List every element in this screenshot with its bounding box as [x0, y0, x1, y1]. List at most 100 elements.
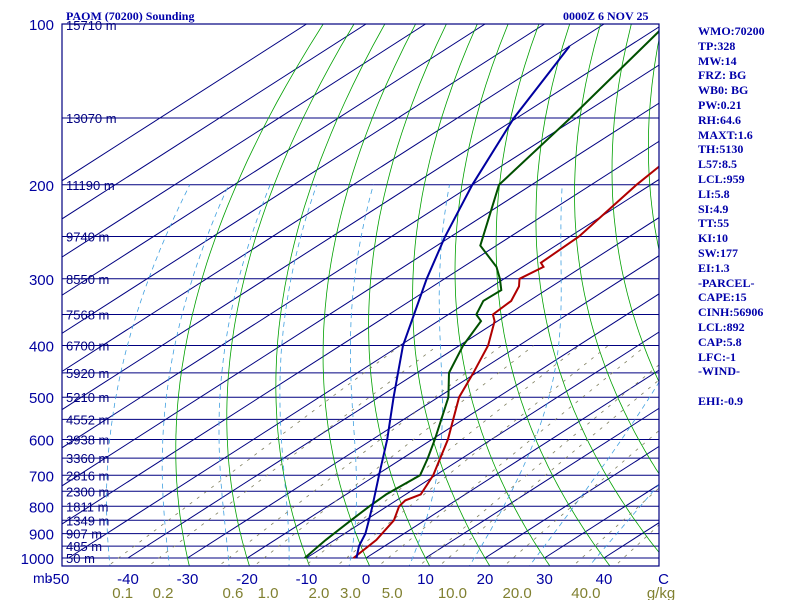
isotherm-line — [62, 24, 307, 182]
isotherm-line — [62, 140, 659, 525]
height-label: 3360 m — [66, 451, 109, 466]
stat-item: EI:1.3 — [698, 260, 730, 275]
stat-item: L57:8.5 — [698, 157, 737, 172]
height-label: 3938 m — [66, 433, 109, 448]
mixing-ratio-tick-label: 3.0 — [340, 585, 361, 600]
dry-adiabat-line — [611, 24, 659, 383]
height-label: 1811 m — [66, 499, 108, 514]
dry-adiabat-line — [322, 24, 416, 566]
pressure-tick-label: 900 — [29, 527, 54, 544]
stat-item: KI:10 — [698, 231, 728, 246]
isotherm-line — [484, 445, 659, 559]
stat-item: -WIND- — [698, 364, 740, 379]
isotherm-line — [62, 24, 486, 296]
moist-adiabat-line — [468, 184, 563, 566]
mixing-ratio-tick-label: 0.6 — [222, 585, 243, 600]
temperature-tick-label: 40 — [596, 571, 613, 588]
mixing-ratio-line — [503, 430, 659, 566]
dewpoint-profile-line — [304, 29, 659, 559]
height-label: 907 m — [66, 527, 102, 542]
height-label: 5210 m — [66, 390, 109, 405]
moist-adiabat-line — [348, 184, 374, 566]
height-label: 13070 m — [66, 111, 117, 126]
temperature-tick-label: -20 — [236, 571, 258, 588]
sounding-date: 0000Z 6 NOV 25 — [563, 9, 649, 23]
pressure-unit-label: mb — [33, 570, 53, 586]
height-label: 9740 m — [66, 229, 109, 244]
chart-title: PAOM (70200) Sounding — [66, 9, 195, 23]
stat-item — [698, 379, 765, 394]
height-label: 1349 m — [66, 513, 109, 528]
pressure-tick-label: 700 — [29, 468, 54, 485]
temperature-tick-label: 20 — [477, 571, 494, 588]
background-lines — [62, 24, 800, 569]
mixing-ratio-line — [418, 364, 659, 566]
height-label: 50 m — [66, 551, 95, 566]
height-label: 5920 m — [66, 366, 109, 381]
isotherm-line — [62, 64, 659, 449]
isotherm-line — [68, 178, 659, 559]
mixing-ratio-line — [336, 345, 609, 566]
isotherm-line — [246, 293, 659, 559]
mixing-ratio-tick-label: 40.0 — [571, 585, 600, 600]
temperature-profile-line — [352, 165, 659, 559]
height-label: 2816 m — [66, 468, 109, 483]
mixing-ratio-line — [218, 345, 502, 566]
temperature-tick-label: 30 — [536, 571, 553, 588]
stat-item: RH:64.6 — [698, 112, 741, 127]
isotherm-line — [187, 255, 659, 559]
plot-frame — [61, 23, 660, 567]
stat-item: LI:5.8 — [698, 186, 730, 201]
moist-adiabat-line — [218, 184, 271, 566]
temperature-tick-label: 0 — [362, 571, 370, 588]
stat-item: TT:55 — [698, 216, 730, 231]
moist-adiabat-line — [408, 184, 450, 566]
stats-panel: WMO:70200 TP:328 MW:14 FRZ: BG WB0: BG PW:0.2… — [698, 24, 765, 409]
pressure-tick-label: 500 — [29, 390, 54, 407]
isotherm-line — [62, 24, 426, 258]
mixing-ratio-tick-label: 20.0 — [502, 585, 531, 600]
mixing-ratio-tick-label: 2.0 — [309, 585, 330, 600]
stat-item: CINH:56906 — [698, 305, 764, 320]
temperature-tick-label: -40 — [117, 571, 139, 588]
isotherm-line — [62, 26, 659, 411]
mixing-ratio-tick-label: 10.0 — [438, 585, 467, 600]
pressure-tick-label: 200 — [29, 178, 54, 195]
isotherm-line — [425, 407, 659, 559]
mixing-ratio-tick-label: 5.0 — [382, 585, 403, 600]
stat-item: LCL:959 — [698, 171, 745, 186]
mixing-ratio-line — [147, 345, 438, 566]
height-label: 8550 m — [66, 272, 109, 287]
temperature-tick-label: -50 — [48, 571, 70, 588]
moist-adiabat-line — [106, 184, 191, 566]
dry-adiabat-line — [275, 24, 386, 566]
dry-adiabat-line — [175, 24, 324, 566]
stat-item: MAXT:1.6 — [698, 127, 753, 142]
stat-item: -PARCEL- — [698, 275, 755, 290]
isotherm-line — [127, 217, 659, 559]
pressure-tick-label: 300 — [29, 272, 54, 289]
pressure-tick-label: 800 — [29, 499, 54, 516]
stat-item: WMO:70200 — [698, 24, 765, 38]
dry-adiabat-line — [574, 24, 659, 475]
sounding-profiles — [304, 29, 659, 559]
mixing-ratio-tick-label: 1.0 — [258, 585, 279, 600]
stat-item: FRZ: BG — [698, 68, 747, 83]
dry-adiabat-line — [784, 24, 800, 569]
mixing-ratio-line — [253, 345, 534, 566]
mixing-ratio-tick-label: 0.1 — [112, 585, 133, 600]
height-label: 4552 m — [66, 412, 109, 427]
moist-adiabat-line — [161, 184, 230, 566]
mixing-ratio-line — [572, 487, 659, 566]
stat-item: SW:177 — [698, 245, 739, 260]
temperature-tick-label: -30 — [177, 571, 199, 588]
pressure-tick-label: 100 — [29, 17, 54, 34]
stat-item: WB0: BG — [698, 83, 749, 98]
isotherm-line — [62, 24, 545, 334]
dry-adiabat-line — [454, 24, 551, 566]
isotherm-line — [365, 369, 659, 559]
temperature-tick-label: 10 — [417, 571, 434, 588]
dry-adiabat-line — [495, 24, 611, 566]
mixing-ratio-tick-label: 0.2 — [153, 585, 174, 600]
